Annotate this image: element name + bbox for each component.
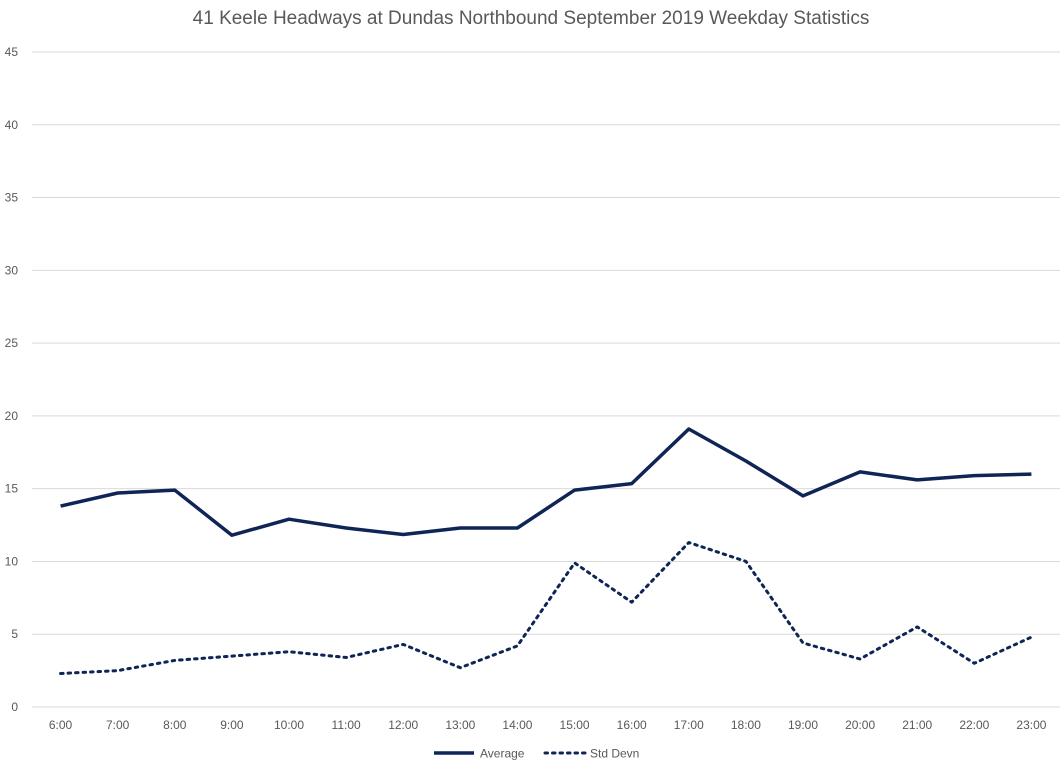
x-tick-label: 9:00 bbox=[220, 718, 244, 732]
x-tick-label: 16:00 bbox=[617, 718, 647, 732]
x-tick-label: 22:00 bbox=[959, 718, 989, 732]
x-tick-label: 7:00 bbox=[106, 718, 130, 732]
x-tick-label: 17:00 bbox=[674, 718, 704, 732]
x-tick-label: 18:00 bbox=[731, 718, 761, 732]
y-tick-label: 20 bbox=[5, 409, 19, 423]
y-tick-label: 5 bbox=[11, 627, 18, 641]
x-tick-label: 19:00 bbox=[788, 718, 818, 732]
y-tick-label: 0 bbox=[11, 700, 18, 714]
legend-item: Average bbox=[434, 747, 525, 761]
x-tick-label: 15:00 bbox=[560, 718, 590, 732]
y-tick-label: 40 bbox=[5, 118, 19, 132]
series-line-std-devn bbox=[59, 541, 1033, 675]
y-tick-label: 25 bbox=[5, 336, 19, 350]
x-tick-label: 14:00 bbox=[502, 718, 532, 732]
y-tick-label: 15 bbox=[5, 482, 19, 496]
series-line-average bbox=[60, 427, 1032, 537]
y-tick-label: 45 bbox=[5, 45, 19, 59]
y-tick-label: 10 bbox=[5, 554, 19, 568]
chart-title: 41 Keele Headways at Dundas Northbound S… bbox=[192, 8, 870, 29]
x-tick-label: 8:00 bbox=[163, 718, 187, 732]
x-tick-label: 10:00 bbox=[274, 718, 304, 732]
legend-label: Average bbox=[480, 747, 525, 761]
x-tick-label: 23:00 bbox=[1016, 718, 1046, 732]
x-tick-label: 20:00 bbox=[845, 718, 875, 732]
x-tick-label: 12:00 bbox=[388, 718, 418, 732]
legend-label: Std Devn bbox=[590, 747, 639, 761]
x-tick-label: 13:00 bbox=[445, 718, 475, 732]
y-tick-label: 30 bbox=[5, 263, 19, 277]
x-tick-label: 21:00 bbox=[902, 718, 932, 732]
x-tick-label: 11:00 bbox=[332, 718, 361, 732]
y-tick-label: 35 bbox=[5, 191, 19, 205]
legend-item: Std Devn bbox=[543, 747, 639, 761]
x-tick-label: 6:00 bbox=[49, 718, 73, 732]
